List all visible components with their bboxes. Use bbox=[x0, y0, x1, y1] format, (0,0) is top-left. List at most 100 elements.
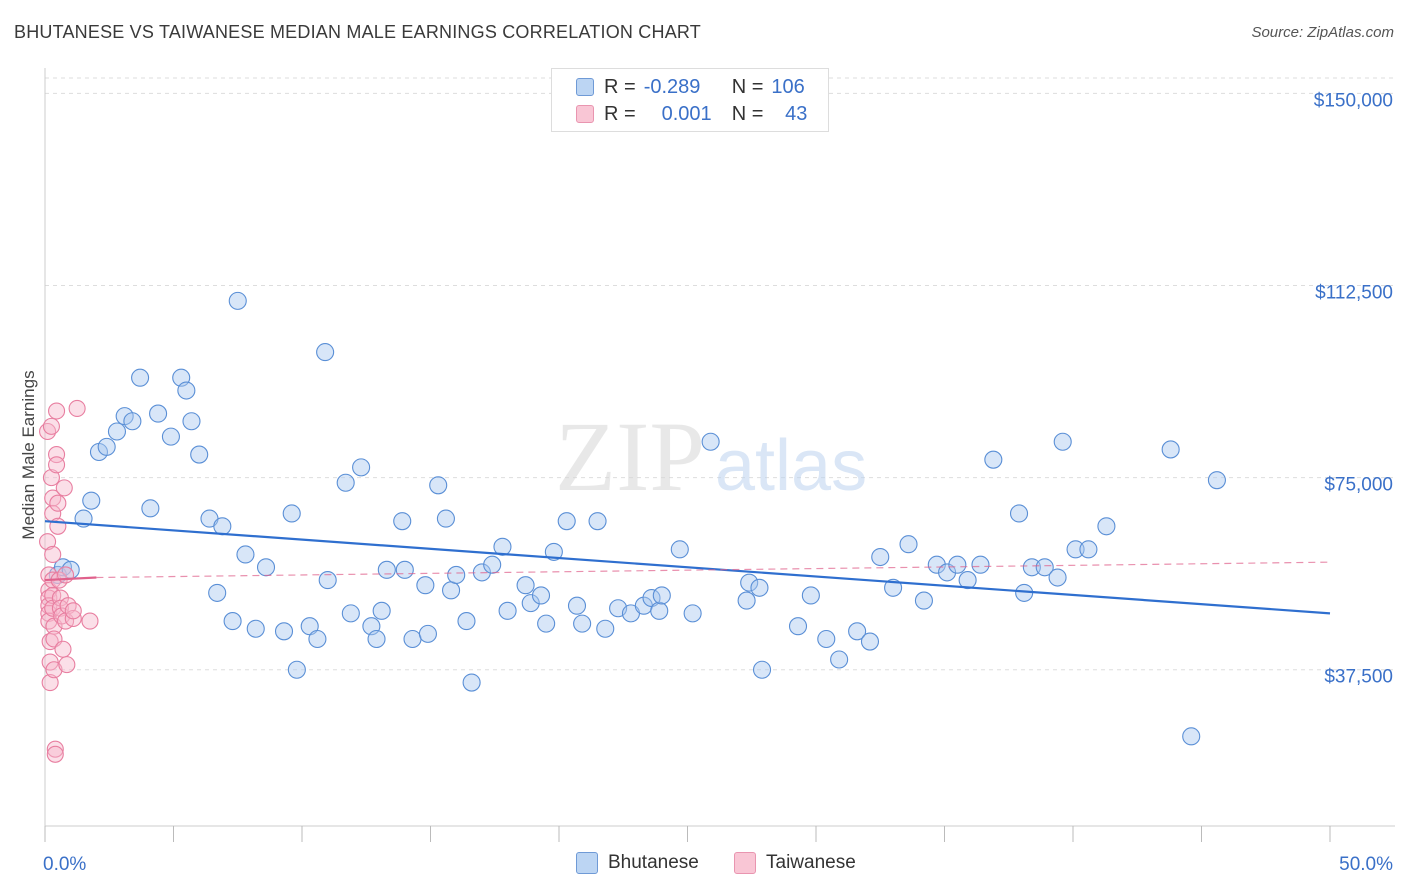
data-point-taiwanese bbox=[58, 656, 76, 674]
data-point-bhutanese bbox=[403, 629, 422, 649]
data-point-bhutanese bbox=[228, 291, 247, 310]
data-point-bhutanese bbox=[107, 422, 127, 441]
data-point-bhutanese bbox=[516, 576, 535, 595]
data-point-bhutanese bbox=[1022, 558, 1041, 577]
data-point-bhutanese bbox=[123, 412, 142, 431]
data-point-bhutanese bbox=[1079, 540, 1098, 559]
data-point-bhutanese bbox=[82, 491, 101, 510]
data-point-taiwanese bbox=[46, 740, 64, 758]
data-point-bhutanese bbox=[1035, 558, 1054, 577]
data-point-bhutanese bbox=[750, 578, 769, 597]
data-point-bhutanese bbox=[588, 512, 607, 531]
r-value: -0.289 bbox=[643, 75, 701, 98]
data-point-bhutanese bbox=[801, 586, 820, 605]
data-point-taiwanese bbox=[42, 469, 60, 487]
r-label: R = bbox=[604, 102, 636, 125]
data-point-bhutanese bbox=[149, 404, 168, 423]
data-point-taiwanese bbox=[81, 612, 99, 630]
legend-item-taiwanese: Taiwanese bbox=[734, 852, 856, 874]
trend-lines bbox=[44, 520, 1331, 615]
data-point-bhutanese bbox=[860, 632, 880, 651]
legend-row-bhutanese: R = -0.289 N = 106 bbox=[576, 75, 805, 99]
tick-labels: $37,500 $75,000 $112,500 $150,000 0.0% 50.0% bbox=[43, 90, 1393, 875]
y-axis-label: Median Male Earnings bbox=[19, 370, 38, 539]
data-point-bhutanese bbox=[1207, 471, 1226, 490]
data-point-bhutanese bbox=[650, 601, 669, 620]
data-point-bhutanese bbox=[752, 660, 772, 679]
data-point-bhutanese bbox=[367, 629, 386, 649]
data-point-bhutanese bbox=[701, 432, 720, 451]
data-point-taiwanese bbox=[42, 417, 60, 435]
data-point-bhutanese bbox=[493, 537, 512, 556]
data-point-bhutanese bbox=[308, 629, 327, 649]
data-point-taiwanese bbox=[41, 673, 59, 692]
data-point-bhutanese bbox=[884, 578, 903, 597]
data-point-taiwanese bbox=[55, 479, 73, 497]
trend-line-taiwanese bbox=[44, 576, 97, 582]
data-point-bhutanese bbox=[899, 535, 918, 554]
data-point-bhutanese bbox=[97, 437, 116, 456]
data-point-bhutanese bbox=[938, 563, 957, 582]
data-point-bhutanese bbox=[336, 473, 355, 492]
data-point-bhutanese bbox=[282, 504, 301, 523]
data-point-bhutanese bbox=[418, 624, 437, 643]
legend-row-taiwanese: R = 0.001 N = 43 bbox=[576, 102, 807, 126]
data-point-bhutanese bbox=[447, 565, 466, 585]
data-point-bhutanese bbox=[914, 591, 933, 610]
data-point-bhutanese bbox=[372, 601, 391, 620]
data-point-bhutanese bbox=[871, 547, 890, 567]
bhutanese-points bbox=[48, 291, 1226, 746]
data-point-bhutanese bbox=[788, 617, 808, 636]
watermark-atlas: atlas bbox=[715, 426, 867, 506]
data-point-bhutanese bbox=[557, 512, 576, 531]
y-tick-label: $37,500 bbox=[1324, 667, 1393, 688]
n-label: N = bbox=[731, 102, 764, 125]
trend-line-taiwanese-extension bbox=[96, 561, 1331, 579]
x-tick-label: 50.0% bbox=[1339, 854, 1393, 875]
axes bbox=[44, 68, 1395, 842]
data-point-bhutanese bbox=[971, 555, 990, 574]
data-point-bhutanese bbox=[948, 555, 967, 574]
data-point-taiwanese bbox=[68, 399, 86, 418]
data-point-bhutanese bbox=[177, 381, 196, 400]
data-point-bhutanese bbox=[483, 555, 502, 574]
watermark: ZIP atlas bbox=[555, 401, 867, 512]
data-point-bhutanese bbox=[393, 512, 412, 531]
legend-item-bhutanese: Bhutanese bbox=[576, 852, 699, 874]
r-label: R = bbox=[604, 75, 636, 98]
data-point-taiwanese bbox=[54, 640, 72, 658]
data-point-bhutanese bbox=[670, 540, 689, 559]
y-tick-label: $150,000 bbox=[1314, 90, 1393, 111]
data-point-bhutanese bbox=[182, 412, 201, 431]
data-point-bhutanese bbox=[737, 591, 756, 610]
data-point-bhutanese bbox=[131, 368, 150, 387]
data-point-bhutanese bbox=[429, 476, 448, 495]
data-point-taiwanese bbox=[48, 456, 66, 474]
x-tick-label: 0.0% bbox=[43, 854, 86, 875]
grid-lines bbox=[45, 77, 1395, 671]
data-point-taiwanese bbox=[49, 494, 67, 512]
data-point-taiwanese bbox=[64, 602, 82, 620]
data-point-taiwanese bbox=[59, 597, 77, 615]
data-point-bhutanese bbox=[1009, 504, 1029, 523]
data-point-bhutanese bbox=[596, 619, 615, 638]
data-point-bhutanese bbox=[958, 571, 977, 590]
data-point-bhutanese bbox=[316, 343, 335, 362]
data-point-bhutanese bbox=[246, 619, 265, 638]
taiwanese-points bbox=[39, 399, 99, 763]
bhutanese-swatch bbox=[576, 78, 594, 96]
n-value: 106 bbox=[771, 75, 805, 98]
data-point-taiwanese bbox=[44, 489, 62, 507]
data-point-bhutanese bbox=[521, 594, 540, 613]
legend-label-bhutanese: Bhutanese bbox=[608, 852, 699, 873]
taiwanese-swatch bbox=[734, 852, 756, 874]
data-point-bhutanese bbox=[531, 586, 551, 605]
data-point-bhutanese bbox=[318, 571, 337, 590]
data-point-bhutanese bbox=[416, 576, 435, 595]
data-point-bhutanese bbox=[830, 650, 849, 669]
y-tick-label: $112,500 bbox=[1315, 282, 1393, 303]
legend-label-taiwanese: Taiwanese bbox=[766, 852, 856, 873]
data-point-bhutanese bbox=[817, 629, 836, 649]
data-point-bhutanese bbox=[573, 614, 592, 633]
data-point-bhutanese bbox=[287, 660, 306, 679]
